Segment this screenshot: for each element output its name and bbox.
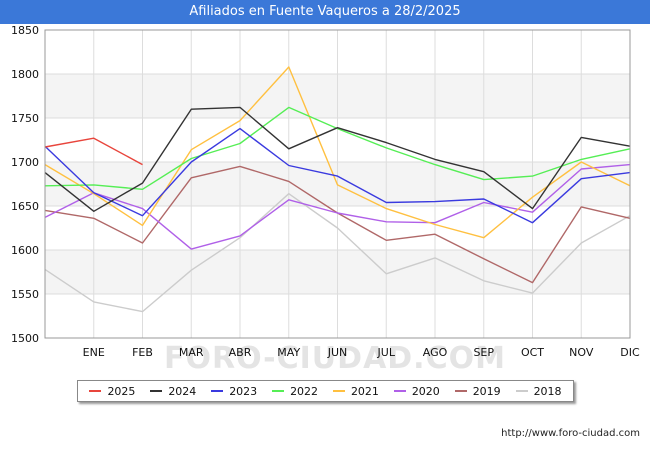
x-tick-label: DIC [620, 346, 640, 359]
legend-swatch [515, 390, 528, 392]
y-tick-label: 1550 [11, 288, 39, 301]
y-tick-label: 1600 [11, 244, 39, 257]
legend-swatch [211, 390, 224, 392]
legend-swatch [89, 390, 102, 392]
x-tick-label: SEP [473, 346, 494, 359]
x-tick-label: AGO [423, 346, 448, 359]
series-line-2022 [44, 106, 631, 191]
legend-swatch [332, 390, 345, 392]
legend-label: 2023 [229, 384, 258, 398]
legend-swatch [272, 390, 285, 392]
chart-title: Afiliados en Fuente Vaqueros a 28/2/2025 [0, 0, 650, 24]
x-tick-label: ENE [83, 346, 105, 359]
legend-label: 2021 [350, 384, 379, 398]
y-tick-label: 1800 [11, 68, 39, 81]
legend-label: 2018 [533, 384, 562, 398]
series-line-2025 [44, 137, 143, 166]
legend-swatch [454, 390, 467, 392]
plot-frame [44, 29, 631, 339]
y-tick-label: 1750 [11, 112, 39, 125]
series-line-2020 [44, 163, 631, 250]
legend-item-2023: 2023 [211, 385, 257, 398]
legend-item-2018: 2018 [515, 384, 562, 398]
x-tick-label: JUN [327, 346, 348, 359]
series-line-2018 [44, 192, 631, 313]
axes: 1500 1550 1600 1650 1700 1750 1800 1850 ENE FEB MA… [11, 24, 640, 359]
legend-item-2022: 2022 [272, 385, 318, 398]
legend-item-2024: 2024 [150, 385, 196, 398]
y-tick-label: 1650 [11, 200, 39, 213]
x-tick-label: FEB [132, 346, 153, 359]
legend-item-2021: 2021 [332, 384, 379, 398]
x-tick-label: OCT [521, 346, 544, 359]
y-tick-label: 1500 [11, 332, 39, 345]
x-tick-label: NOV [569, 346, 594, 359]
legend-label: 2019 [472, 384, 501, 398]
legend-label: 2024 [168, 384, 197, 398]
legend-label: 2020 [411, 384, 440, 398]
legend-label: 2022 [290, 384, 319, 398]
series-line-2023 [44, 127, 631, 224]
y-tick-label: 1700 [11, 156, 39, 169]
x-tick-label: MAR [179, 346, 204, 359]
legend-label: 2025 [107, 384, 136, 398]
legend-item-2020: 2020 [393, 384, 440, 398]
y-tick-label: 1850 [11, 24, 39, 37]
legend-swatch [150, 390, 163, 392]
watermark: FORO-CIUDAD.COM [164, 341, 506, 376]
legend: 2025 2024 2023 2022 2021 2020 2019 2018 [77, 380, 574, 402]
x-tick-label: ABR [229, 346, 252, 359]
series-lines [44, 66, 631, 313]
series-line-2021 [44, 66, 631, 239]
footer-url[interactable]: http://www.foro-ciudad.com [501, 428, 640, 439]
legend-swatch [393, 390, 406, 392]
legend-item-2019: 2019 [454, 384, 501, 398]
x-tick-label: MAY [277, 346, 300, 359]
series-line-2024 [44, 106, 631, 213]
legend-item-2025: 2025 [89, 385, 135, 398]
x-tick-label: JUL [377, 346, 396, 359]
